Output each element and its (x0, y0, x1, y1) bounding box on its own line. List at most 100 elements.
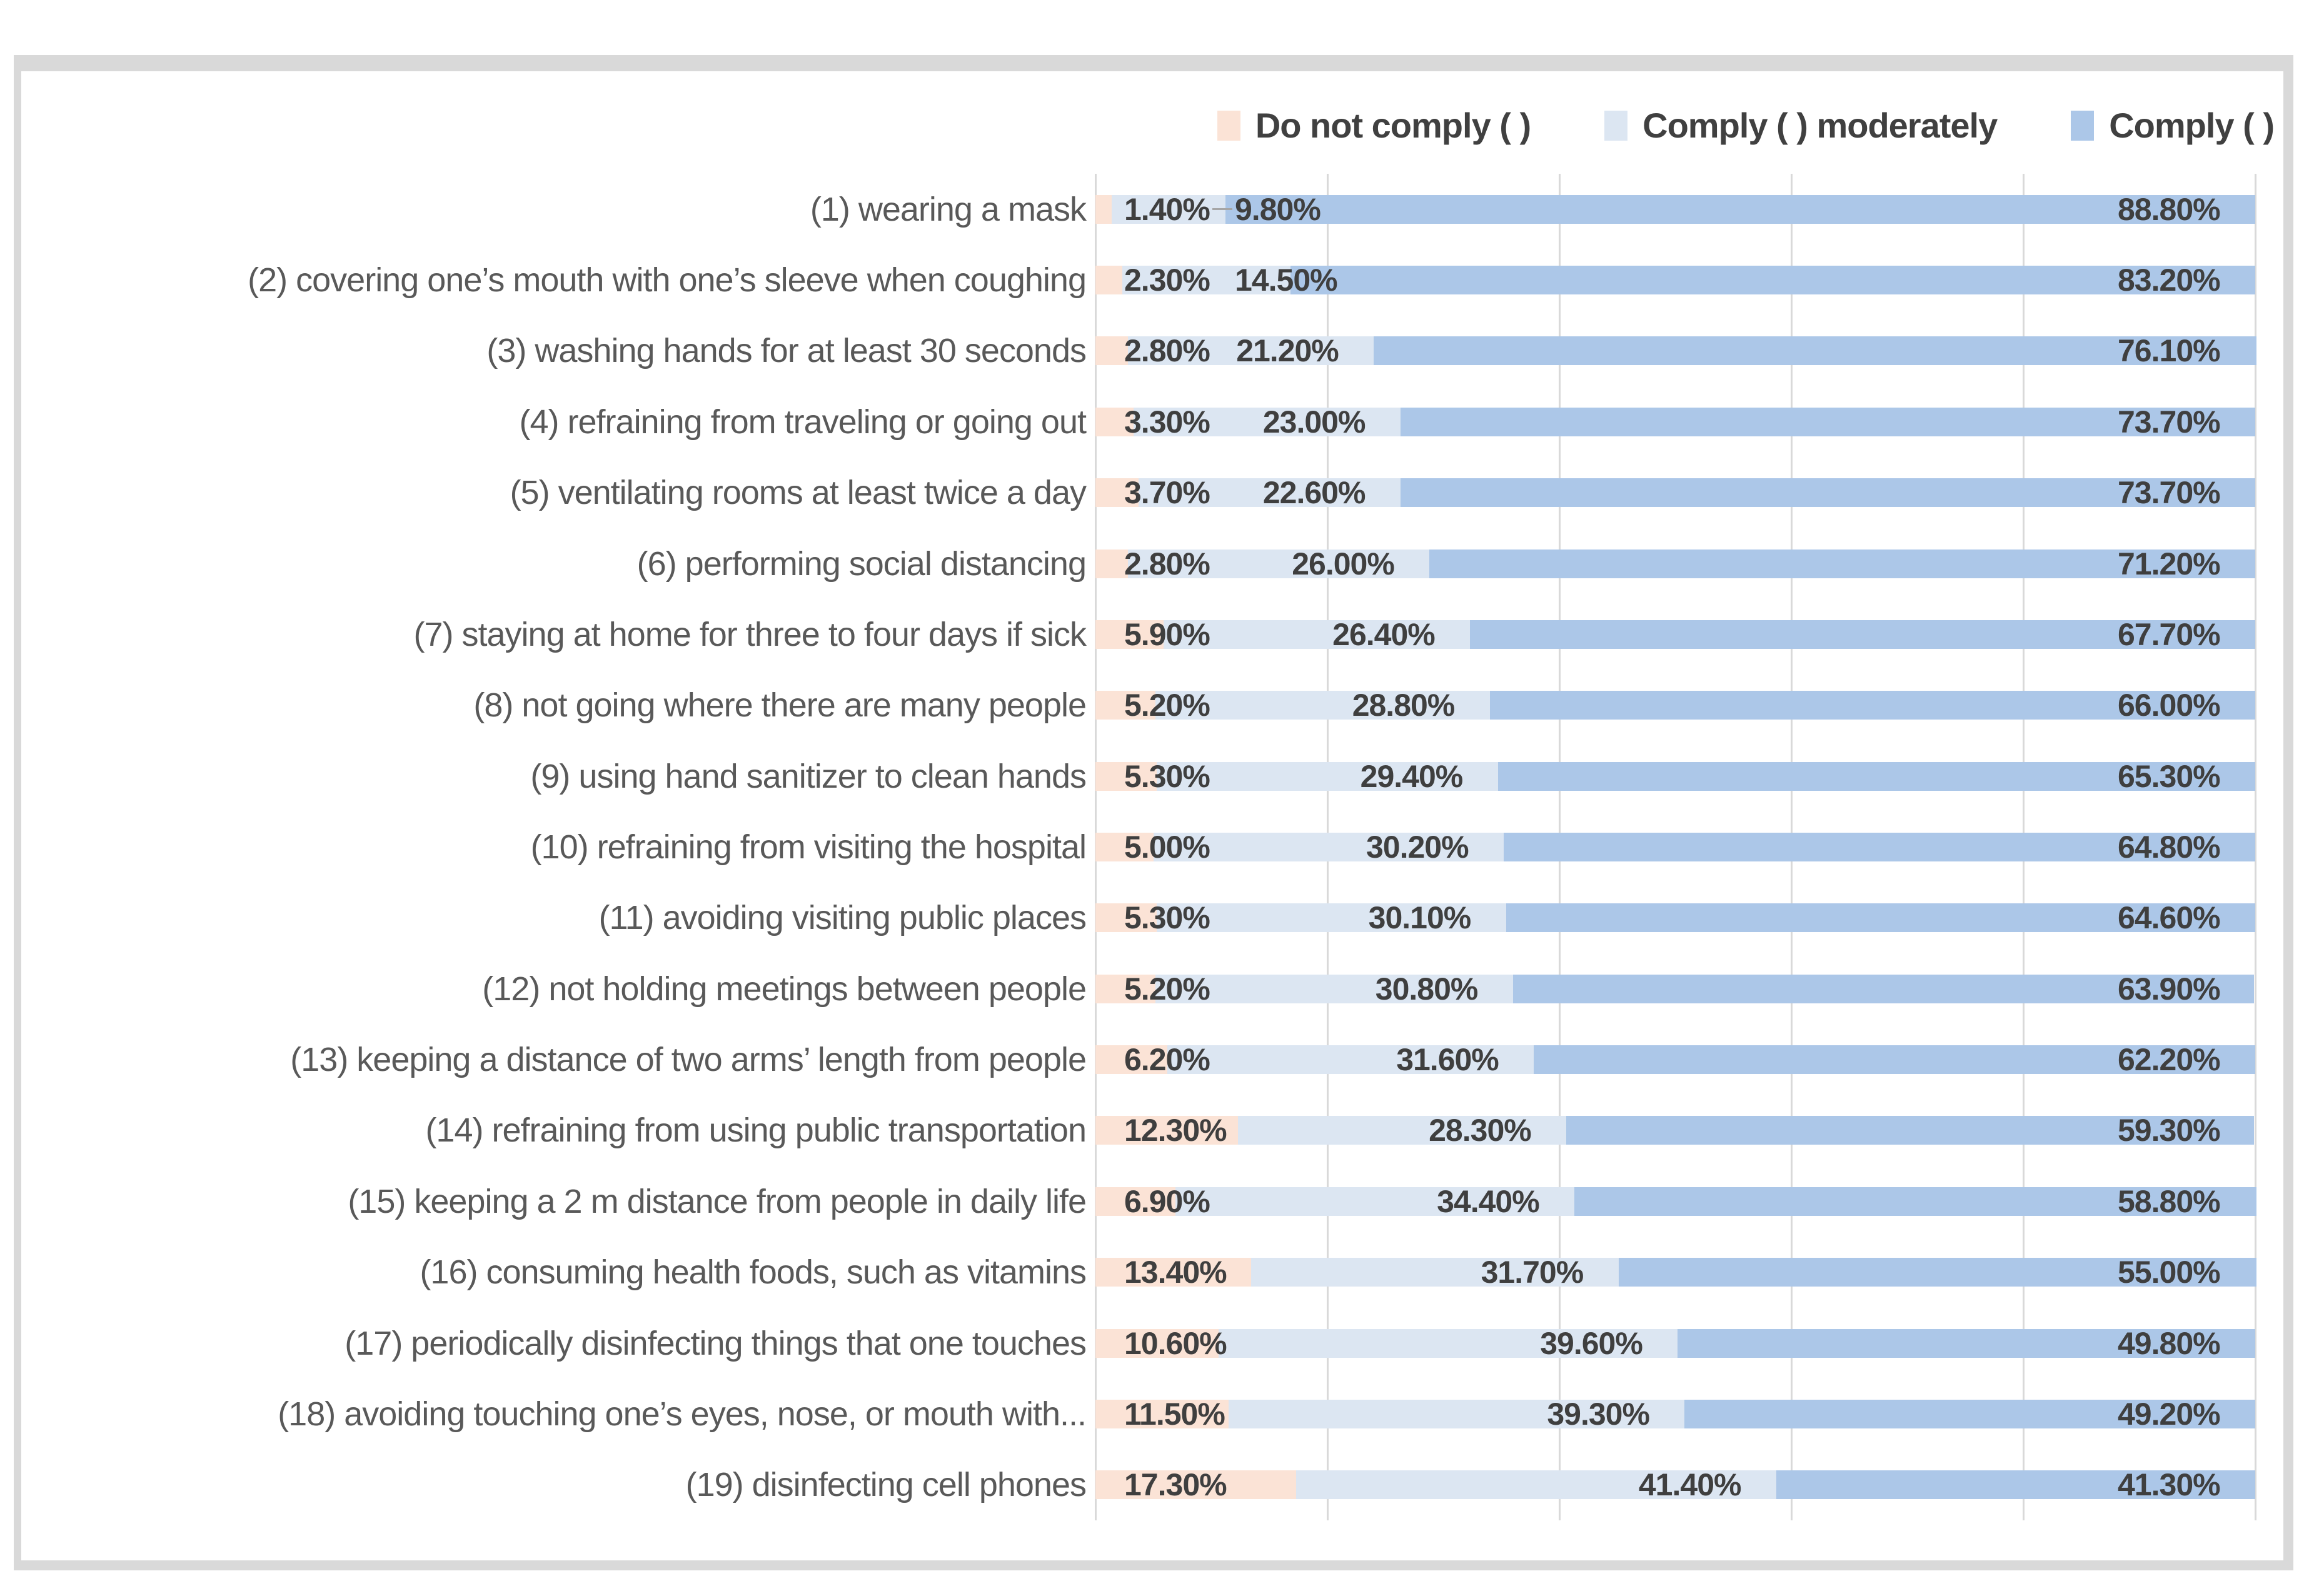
value-label-comply: 73.70% (2118, 404, 2221, 439)
bar-segment-comply-moderately (1153, 833, 1504, 861)
gridline (2254, 174, 2256, 1520)
value-label-do-not-comply: 2.80% (1124, 546, 1210, 581)
value-label-comply-moderately: 26.40% (1332, 616, 1436, 652)
category-label: (19) disinfecting cell phones (685, 1466, 1087, 1504)
bar-segment-comply-moderately (1138, 478, 1401, 508)
value-label-do-not-comply: 5.30% (1124, 758, 1210, 794)
value-label-comply: 76.10% (2118, 333, 2221, 369)
bar-segment-comply (1225, 194, 2255, 224)
value-label-comply-moderately: 34.40% (1437, 1183, 1540, 1219)
value-label-do-not-comply: 5.20% (1124, 688, 1210, 723)
bar-segment-comply (1503, 833, 2255, 861)
value-label-comply-moderately: 31.60% (1396, 1042, 1499, 1078)
value-label-do-not-comply: 3.30% (1124, 404, 1210, 439)
value-label-comply-moderately: 28.30% (1429, 1113, 1532, 1148)
bar-segment-do-not-comply (1095, 1258, 1251, 1287)
value-label-comply-moderately: 26.00% (1292, 546, 1395, 581)
bar-segment-comply (1678, 1328, 2255, 1358)
value-label-do-not-comply: 5.30% (1124, 900, 1210, 936)
bar-segment-do-not-comply (1095, 336, 1128, 366)
value-label-do-not-comply: 6.90% (1124, 1183, 1210, 1219)
bar-segment-do-not-comply (1095, 407, 1134, 436)
bar-segment-do-not-comply (1095, 761, 1157, 791)
category-label: (9) using hand sanitizer to clean hands (530, 757, 1087, 795)
value-label-comply: 55.00% (2118, 1255, 2221, 1290)
category-label: (6) performing social distancing (636, 545, 1087, 583)
bar-segment-comply (1534, 1045, 2255, 1075)
legend-swatch-icon (1604, 110, 1628, 141)
value-label-comply-moderately: 39.30% (1547, 1396, 1650, 1432)
bar-segment-comply-moderately (1155, 691, 1490, 720)
bar-segment-comply-moderately (1229, 1399, 1685, 1428)
value-label-comply: 41.30% (2118, 1467, 2221, 1503)
legend-label: Comply ( ) (2109, 106, 2275, 145)
value-label-comply: 63.90% (2118, 971, 2221, 1006)
category-label: (10) refraining from visiting the hospit… (530, 828, 1087, 866)
value-label-comply: 64.60% (2118, 900, 2221, 936)
bar-segment-comply (1506, 903, 2255, 933)
legend-swatch-icon (2071, 110, 2095, 141)
category-label: (17) periodically disinfecting things th… (345, 1324, 1087, 1362)
value-label-comply-moderately: 22.60% (1262, 475, 1366, 511)
value-label-comply-moderately: 41.40% (1638, 1467, 1742, 1503)
value-label-comply-moderately: 30.80% (1375, 971, 1479, 1006)
value-label-do-not-comply: 2.80% (1124, 333, 1210, 369)
category-label: (14) refraining from using public transp… (425, 1112, 1087, 1150)
value-label-do-not-comply: 1.40% (1124, 191, 1210, 227)
bar-segment-do-not-comply (1095, 478, 1139, 508)
value-label-comply-moderately: 28.80% (1352, 688, 1456, 723)
value-label-comply-moderately: 30.20% (1366, 830, 1469, 865)
value-label-comply-moderately: 21.20% (1236, 333, 1339, 369)
bar-segment-do-not-comply (1095, 1399, 1229, 1428)
legend-label: Comply ( ) moderately (1642, 106, 1998, 145)
bar-segment-comply-moderately (1167, 1045, 1534, 1075)
value-label-comply: 73.70% (2118, 475, 2221, 511)
category-label: (4) refraining from traveling or going o… (519, 403, 1087, 441)
bar-segment-comply-moderately (1155, 974, 1513, 1003)
bar-segment-do-not-comply (1095, 1328, 1219, 1358)
bar-segment-comply (1776, 1470, 2255, 1500)
value-label-comply: 64.80% (2118, 830, 2221, 865)
bar-segment-comply (1497, 761, 2255, 791)
bar-segment-comply-moderately (1250, 1258, 1619, 1287)
category-label: (15) keeping a 2 m distance from people … (348, 1182, 1087, 1220)
bar-segment-do-not-comply (1095, 1116, 1239, 1145)
bar-segment-do-not-comply (1095, 833, 1154, 861)
value-label-comply-moderately: 31.70% (1481, 1255, 1584, 1290)
value-label-comply: 66.00% (2118, 688, 2221, 723)
category-label: (18) avoiding touching one’s eyes, nose,… (278, 1395, 1087, 1433)
legend-item-comply-moderately: Comply ( ) moderately (1604, 105, 1998, 146)
category-label: (1) wearing a mask (810, 190, 1087, 228)
bar-segment-do-not-comply (1095, 266, 1122, 295)
bar-segment-comply-moderately (1218, 1328, 1678, 1358)
category-label: (2) covering one’s mouth with one’s slee… (248, 261, 1087, 299)
category-label: (3) washing hands for at least 30 second… (486, 332, 1087, 370)
value-label-do-not-comply: 17.30% (1124, 1467, 1227, 1503)
legend-item-do-not-comply: Do not comply ( ) (1217, 105, 1531, 146)
bar-segment-comply-moderately (1238, 1116, 1567, 1145)
category-label: (8) not going where there are many peopl… (473, 686, 1087, 725)
value-label-comply: 88.80% (2118, 191, 2221, 227)
value-label-do-not-comply: 11.50% (1124, 1396, 1225, 1432)
value-label-do-not-comply: 5.90% (1124, 616, 1210, 652)
bar-segment-comply (1574, 1187, 2256, 1216)
value-label-do-not-comply: 2.30% (1124, 263, 1210, 298)
value-label-comply-moderately: 23.00% (1262, 404, 1366, 439)
bar-segment-do-not-comply (1095, 1045, 1167, 1075)
bar-segment-comply-moderately (1175, 1187, 1575, 1216)
value-label-comply: 65.30% (2118, 758, 2221, 794)
value-label-do-not-comply: 3.70% (1124, 475, 1210, 511)
bar-segment-comply-moderately (1127, 549, 1430, 578)
value-label-do-not-comply: 5.00% (1124, 830, 1210, 865)
bar-segment-comply (1374, 336, 2256, 366)
value-label-comply: 62.20% (2118, 1042, 2221, 1078)
value-label-comply-moderately: 9.80% (1235, 191, 1321, 227)
bar-segment-comply (1470, 620, 2255, 649)
value-label-comply: 67.70% (2118, 616, 2221, 652)
bar-segment-comply (1429, 549, 2255, 578)
bar-segment-comply (1684, 1399, 2255, 1428)
bar-segment-comply (1400, 478, 2255, 508)
bar-segment-comply-moderately (1122, 266, 1290, 295)
value-label-do-not-comply: 6.20% (1124, 1042, 1210, 1078)
